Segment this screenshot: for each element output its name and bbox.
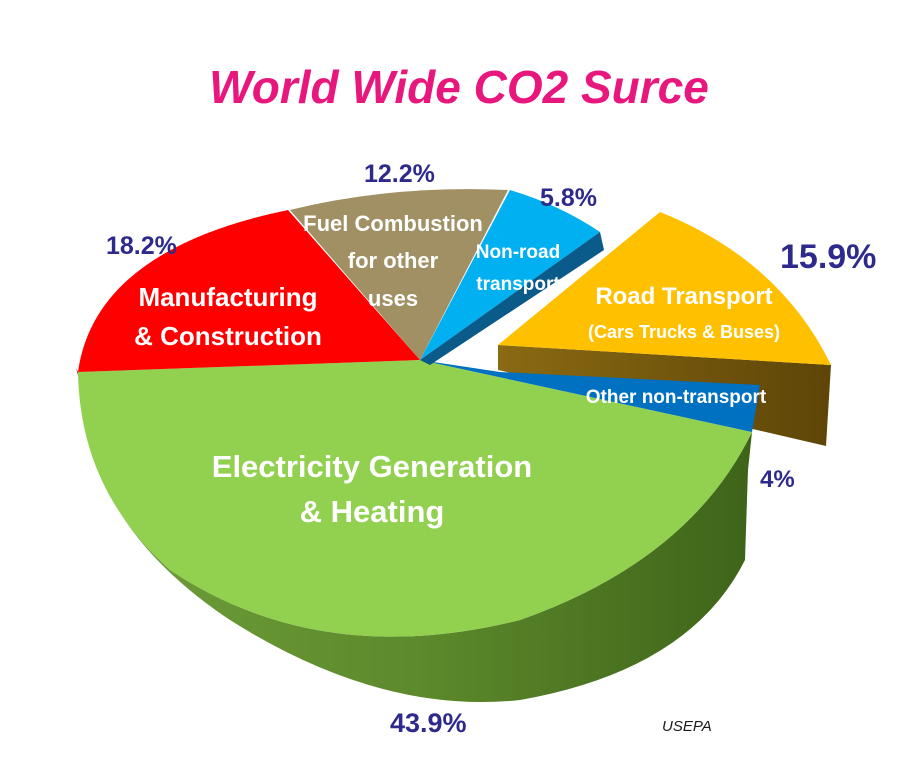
label-fuel-line2: for other [348, 248, 439, 273]
label-nonroad-line2: transport [476, 274, 560, 295]
pct-manufacturing: 18.2% [106, 232, 177, 260]
label-fuel-line1: Fuel Combustion [303, 211, 483, 236]
slice-non-road-side [420, 232, 604, 365]
label-road-line2: (Cars Trucks & Buses) [588, 322, 780, 342]
source-credit: USEPA [662, 718, 712, 735]
slice-manufacturing [78, 210, 420, 372]
chart-title: World Wide CO2 Surce [209, 61, 709, 113]
slice-electricity [78, 360, 752, 637]
label-road-line1: Road Transport [595, 283, 772, 310]
pct-fuel: 12.2% [364, 160, 435, 188]
label-nonroad-line1: Non-road [476, 242, 560, 263]
label-fuel-line3: uses [368, 286, 418, 311]
pct-other-non-transport: 4% [760, 466, 795, 493]
slice-road-transport [498, 212, 831, 365]
label-electricity-line1: Electricity Generation [212, 449, 532, 484]
slice-side-electricity [78, 372, 752, 703]
pct-electricity: 43.9% [390, 708, 467, 738]
pct-non-road: 5.8% [540, 184, 597, 212]
label-electricity-line2: & Heating [300, 494, 445, 529]
slice-other-non-transport [420, 360, 760, 432]
label-manufacturing-line1: Manufacturing [138, 282, 317, 312]
label-manufacturing-line2: & Construction [134, 321, 322, 351]
slice-fuel [290, 189, 508, 360]
slice-non-road [420, 190, 600, 360]
pct-road-transport: 15.9% [780, 238, 876, 276]
label-other-non-transport: Other non-transport [586, 387, 767, 408]
